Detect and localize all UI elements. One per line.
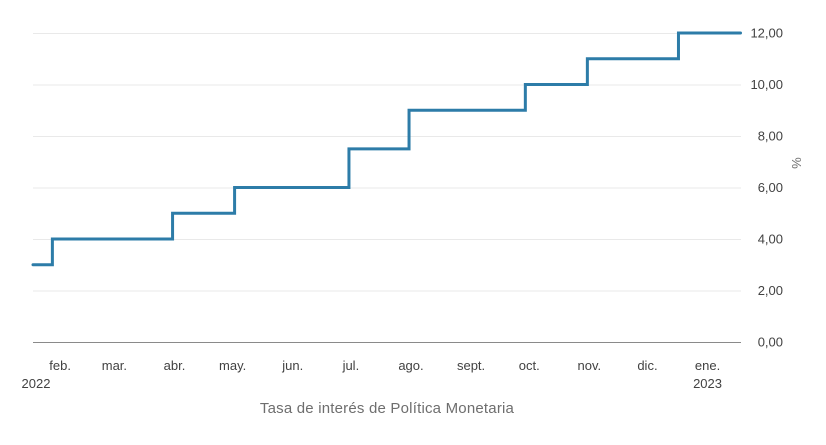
x-tick-label: mar. xyxy=(102,358,127,373)
x-tick-label: sept. xyxy=(457,358,485,373)
x-tick-label: dic. xyxy=(637,358,657,373)
year-label: 2022 xyxy=(22,376,51,391)
x-tick-label: jun. xyxy=(281,358,303,373)
y-axis-unit-label: % xyxy=(789,157,804,169)
x-tick-label: ene. xyxy=(695,358,720,373)
x-tick-label: ago. xyxy=(398,358,423,373)
x-tick-label: abr. xyxy=(164,358,186,373)
x-tick-label: oct. xyxy=(519,358,540,373)
y-tick-label: 12,00 xyxy=(750,26,783,41)
x-tick-label: feb. xyxy=(49,358,71,373)
y-tick-label: 2,00 xyxy=(758,283,783,298)
y-tick-label: 0,00 xyxy=(758,335,783,350)
x-tick-label: may. xyxy=(219,358,246,373)
year-label: 2023 xyxy=(693,376,722,391)
chart-title: Tasa de interés de Política Monetaria xyxy=(259,400,515,417)
y-tick-label: 6,00 xyxy=(758,180,783,195)
y-tick-label: 10,00 xyxy=(750,77,783,92)
x-tick-label: jul. xyxy=(342,358,360,373)
x-tick-label: nov. xyxy=(578,358,602,373)
y-tick-label: 4,00 xyxy=(758,232,783,247)
policy-rate-line[interactable] xyxy=(31,31,742,267)
y-tick-label: 8,00 xyxy=(758,129,783,144)
